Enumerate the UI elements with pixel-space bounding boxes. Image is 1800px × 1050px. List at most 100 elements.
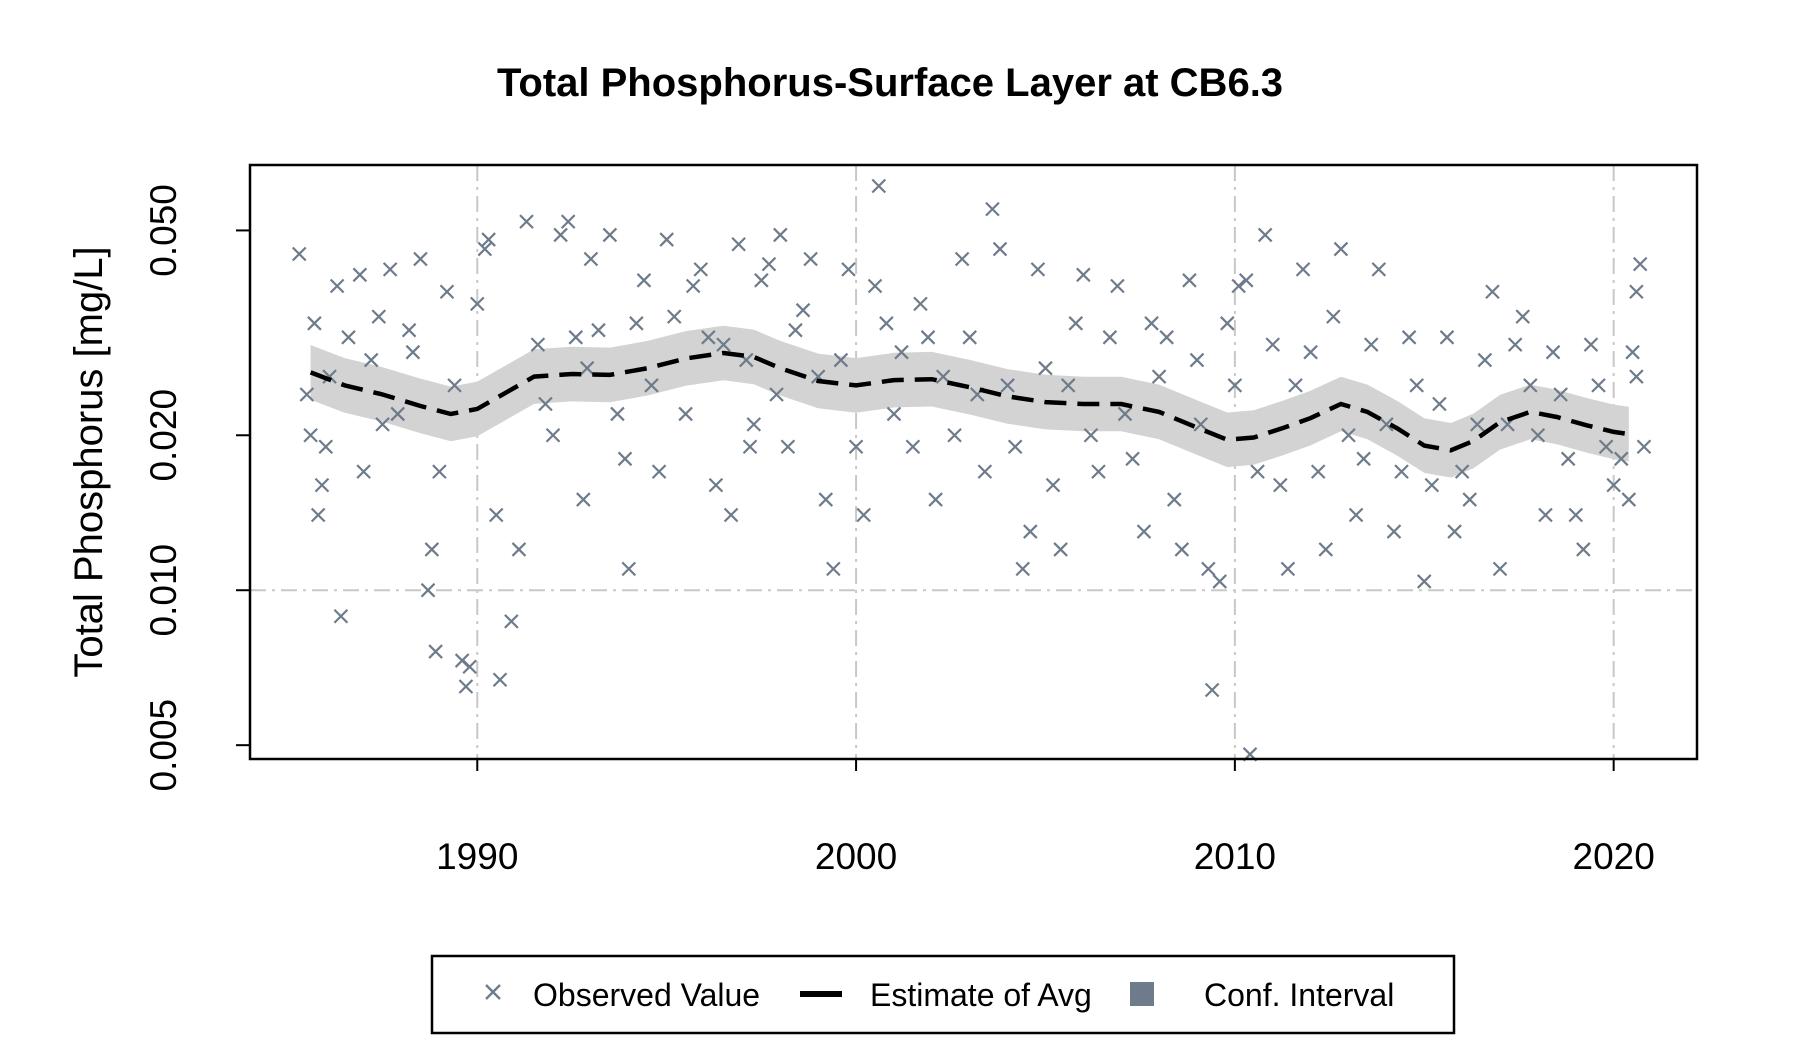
observed-point	[1280, 561, 1296, 577]
observed-point	[920, 330, 936, 345]
y-tick-label: 0.050	[143, 184, 184, 277]
chart-title: Total Phosphorus-Surface Layer at CB6.3	[497, 61, 1283, 105]
observed-point	[754, 273, 769, 288]
observed-point	[1371, 262, 1387, 277]
observed-point	[432, 464, 447, 479]
observed-point	[458, 679, 474, 694]
observed-point	[560, 214, 576, 229]
observed-point	[504, 614, 519, 629]
observed-point	[913, 296, 928, 312]
x-axis: 1990 2000 2010 2020	[436, 758, 1655, 877]
observed-point	[545, 427, 561, 443]
observed-point	[1606, 477, 1621, 493]
observed-point	[826, 561, 841, 577]
observed-point	[1265, 337, 1281, 352]
observed-point	[769, 387, 784, 402]
observed-point	[538, 396, 553, 412]
observed-point	[1424, 477, 1440, 493]
observed-point	[591, 322, 606, 338]
observed-point	[1379, 417, 1394, 432]
observed-point	[894, 344, 909, 360]
observed-point	[1159, 330, 1174, 345]
observed-point	[382, 262, 398, 277]
observed-point	[1401, 330, 1417, 345]
observed-point	[693, 262, 709, 277]
observed-point	[310, 507, 326, 523]
observed-point	[488, 507, 504, 523]
observed-point	[947, 427, 962, 443]
observed-point	[1053, 542, 1068, 557]
observed-point	[1212, 574, 1227, 589]
observed-point	[371, 309, 387, 324]
observed-point	[568, 330, 584, 345]
x-tick-label: 2000	[815, 836, 897, 877]
observed-point	[935, 369, 951, 384]
legend-label-estimate: Estimate of Avg	[870, 977, 1092, 1013]
observed-point	[1023, 524, 1038, 539]
observed-point	[1189, 352, 1205, 368]
observed-point	[886, 406, 902, 422]
observed-point	[636, 273, 652, 288]
observed-point	[341, 330, 356, 345]
observed-point	[356, 464, 371, 479]
observed-point	[1102, 330, 1118, 345]
observed-point	[1523, 378, 1538, 393]
observed-point	[1288, 378, 1303, 393]
observed-point	[447, 378, 462, 393]
estimate-line-group	[309, 350, 1630, 453]
observed-point	[299, 387, 315, 402]
observed-point	[363, 352, 379, 368]
conf-interval-area	[310, 325, 1629, 478]
observed-point	[716, 337, 731, 352]
observed-point	[610, 406, 625, 422]
observed-point	[469, 296, 485, 312]
observed-point	[985, 201, 1000, 217]
observed-point	[742, 439, 758, 455]
observed-point	[954, 251, 970, 267]
observed-points	[291, 178, 1652, 762]
observed-point	[651, 464, 667, 479]
observed-point	[1030, 262, 1046, 277]
observed-point	[1083, 427, 1099, 443]
x-tick-label: 1990	[436, 836, 518, 877]
observed-point	[761, 256, 777, 272]
observed-point	[708, 477, 724, 493]
observed-point	[583, 251, 599, 267]
observed-point	[1394, 464, 1409, 479]
observed-point	[462, 659, 477, 675]
observed-point	[1613, 451, 1629, 467]
observed-point	[856, 507, 871, 523]
observed-point	[1591, 378, 1606, 393]
observed-point	[1174, 542, 1190, 557]
observed-point	[1295, 262, 1311, 277]
observed-point	[1386, 524, 1402, 539]
observed-point	[1166, 492, 1182, 507]
legend-observed-marker	[485, 984, 501, 1000]
observed-point	[322, 369, 337, 384]
observed-point	[1629, 284, 1644, 300]
observed-point	[424, 542, 440, 557]
observed-point	[977, 464, 993, 479]
observed-point	[576, 492, 591, 507]
observed-point	[1204, 682, 1220, 698]
observed-point	[1538, 507, 1553, 523]
observed-point	[1201, 561, 1216, 577]
observed-point	[1545, 344, 1561, 360]
observed-point	[788, 322, 803, 338]
observed-point	[803, 251, 818, 267]
observed-point	[1447, 524, 1462, 539]
observed-point	[1060, 378, 1076, 393]
observed-point	[1076, 267, 1091, 283]
observed-point	[519, 214, 534, 229]
legend-frame	[430, 954, 1456, 1035]
observed-point	[659, 232, 674, 247]
observed-point	[1632, 256, 1648, 272]
observed-point	[1257, 227, 1273, 243]
legend-x-icon	[485, 984, 501, 1000]
observed-point	[1091, 464, 1106, 479]
observed-point	[428, 644, 443, 659]
observed-point	[1629, 369, 1644, 384]
observed-point	[553, 227, 568, 243]
observed-point	[1409, 378, 1424, 393]
